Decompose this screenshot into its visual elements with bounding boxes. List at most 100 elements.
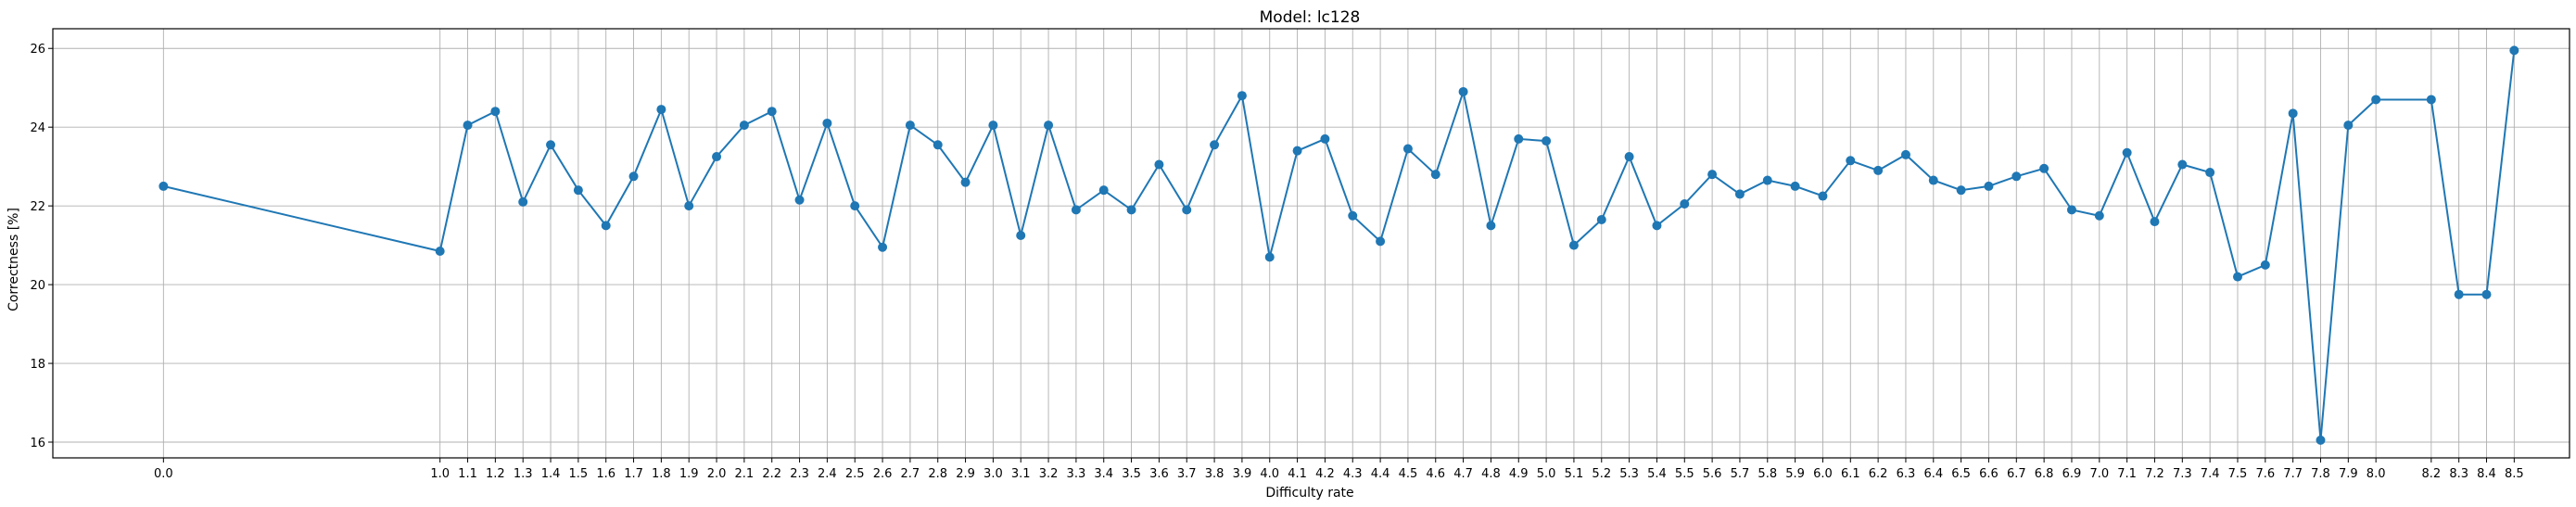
data-point [933, 140, 943, 150]
data-point [1762, 175, 1772, 185]
data-point [1873, 165, 1884, 175]
chart-title: Model: lc128 [1260, 8, 1361, 27]
x-tick-label: 7.1 [2117, 467, 2137, 481]
x-tick-label: 0.0 [154, 467, 173, 481]
x-tick-label: 8.0 [2367, 467, 2386, 481]
x-tick-label: 6.7 [2007, 467, 2026, 481]
x-tick-label: 3.8 [1205, 467, 1225, 481]
data-point [1984, 181, 1994, 191]
x-tick-label: 5.5 [1675, 467, 1694, 481]
x-tick-label: 7.4 [2201, 467, 2220, 481]
x-tick-label: 7.8 [2311, 467, 2330, 481]
x-tick-label: 2.8 [928, 467, 947, 481]
series-polyline [163, 50, 2516, 440]
x-tick-label: 5.4 [1647, 467, 1667, 481]
data-point [1126, 205, 1136, 215]
data-point [1098, 185, 1109, 196]
data-point [463, 120, 473, 131]
x-tick-label: 1.6 [596, 467, 615, 481]
y-tick-label: 20 [30, 279, 45, 293]
x-tick-label: 3.2 [1039, 467, 1059, 481]
data-point [1790, 181, 1800, 191]
data-point [1044, 120, 1054, 131]
x-tick-label: 4.4 [1371, 467, 1390, 481]
y-tick-label: 22 [30, 200, 45, 214]
data-point [159, 181, 169, 191]
x-tick-label: 3.0 [983, 467, 1003, 481]
data-point [1182, 205, 1192, 215]
data-point [1016, 231, 1026, 241]
y-tick-label: 16 [30, 437, 45, 450]
data-point [1430, 170, 1440, 180]
data-point [1542, 136, 1552, 146]
x-tick-label: 5.3 [1619, 467, 1639, 481]
data-point [1237, 91, 1247, 101]
data-point [1154, 159, 1164, 170]
data-point [1514, 133, 1524, 144]
x-tick-label: 3.7 [1177, 467, 1197, 481]
data-point [905, 120, 915, 131]
data-point [2039, 163, 2049, 173]
data-point [2481, 289, 2492, 299]
x-tick-label: 4.5 [1399, 467, 1418, 481]
data-point [2177, 159, 2188, 170]
data-point [1568, 240, 1579, 250]
x-tick-label: 1.3 [514, 467, 533, 481]
x-tick-label: 6.6 [1979, 467, 1999, 481]
data-point [546, 140, 556, 150]
x-tick-label: 1.8 [652, 467, 671, 481]
x-tick-label: 2.4 [818, 467, 837, 481]
data-point [2371, 95, 2381, 105]
data-point [2509, 45, 2519, 56]
x-tick-label: 2.6 [873, 467, 893, 481]
data-point [1846, 156, 1856, 166]
data-point [684, 201, 694, 211]
x-tick-label: 4.2 [1315, 467, 1335, 481]
data-point [2260, 260, 2270, 270]
x-tick-label: 8.2 [2421, 467, 2441, 481]
x-tick-label: 7.2 [2145, 467, 2164, 481]
data-point [1707, 170, 1718, 180]
x-tick-label: 3.9 [1233, 467, 1252, 481]
data-point [850, 201, 860, 211]
data-point [1624, 152, 1634, 162]
x-tick-label: 1.1 [458, 467, 477, 481]
x-tick-label: 4.8 [1481, 467, 1501, 481]
data-point [1071, 205, 1081, 215]
x-tick-label: 7.7 [2283, 467, 2303, 481]
x-tick-label: 2.7 [901, 467, 920, 481]
data-point [1900, 149, 1910, 159]
data-point [518, 196, 528, 207]
data-point [435, 246, 445, 256]
x-tick-label: 2.2 [762, 467, 781, 481]
data-point [490, 107, 501, 117]
x-tick-label: 6.9 [2062, 467, 2082, 481]
x-tick-label: 5.6 [1703, 467, 1722, 481]
x-tick-label: 5.2 [1592, 467, 1611, 481]
data-point [1264, 252, 1275, 262]
data-point [1734, 189, 1745, 199]
axes-frame [52, 28, 2570, 459]
data-point [1956, 185, 1966, 196]
x-tick-label: 4.0 [1260, 467, 1279, 481]
data-point [2011, 171, 2022, 182]
data-point [822, 118, 832, 128]
x-tick-label: 2.0 [707, 467, 727, 481]
data-point [1680, 199, 1690, 209]
x-tick-label: 4.3 [1343, 467, 1363, 481]
data-point [1210, 140, 1220, 150]
data-point [2094, 210, 2104, 221]
x-tick-label: 3.4 [1094, 467, 1113, 481]
x-tick-label: 7.6 [2255, 467, 2275, 481]
x-tick-label: 8.5 [2505, 467, 2524, 481]
data-point [1402, 144, 1413, 154]
x-tick-label: 8.4 [2477, 467, 2496, 481]
y-axis-label: Correctness [%] [6, 208, 21, 311]
y-tick-label: 26 [30, 43, 45, 57]
y-tick-label: 24 [30, 121, 45, 135]
data-points [159, 45, 2519, 445]
data-point [628, 171, 639, 182]
x-tick-label: 1.5 [569, 467, 589, 481]
data-point [656, 105, 666, 115]
x-tick-label: 4.1 [1288, 467, 1307, 481]
